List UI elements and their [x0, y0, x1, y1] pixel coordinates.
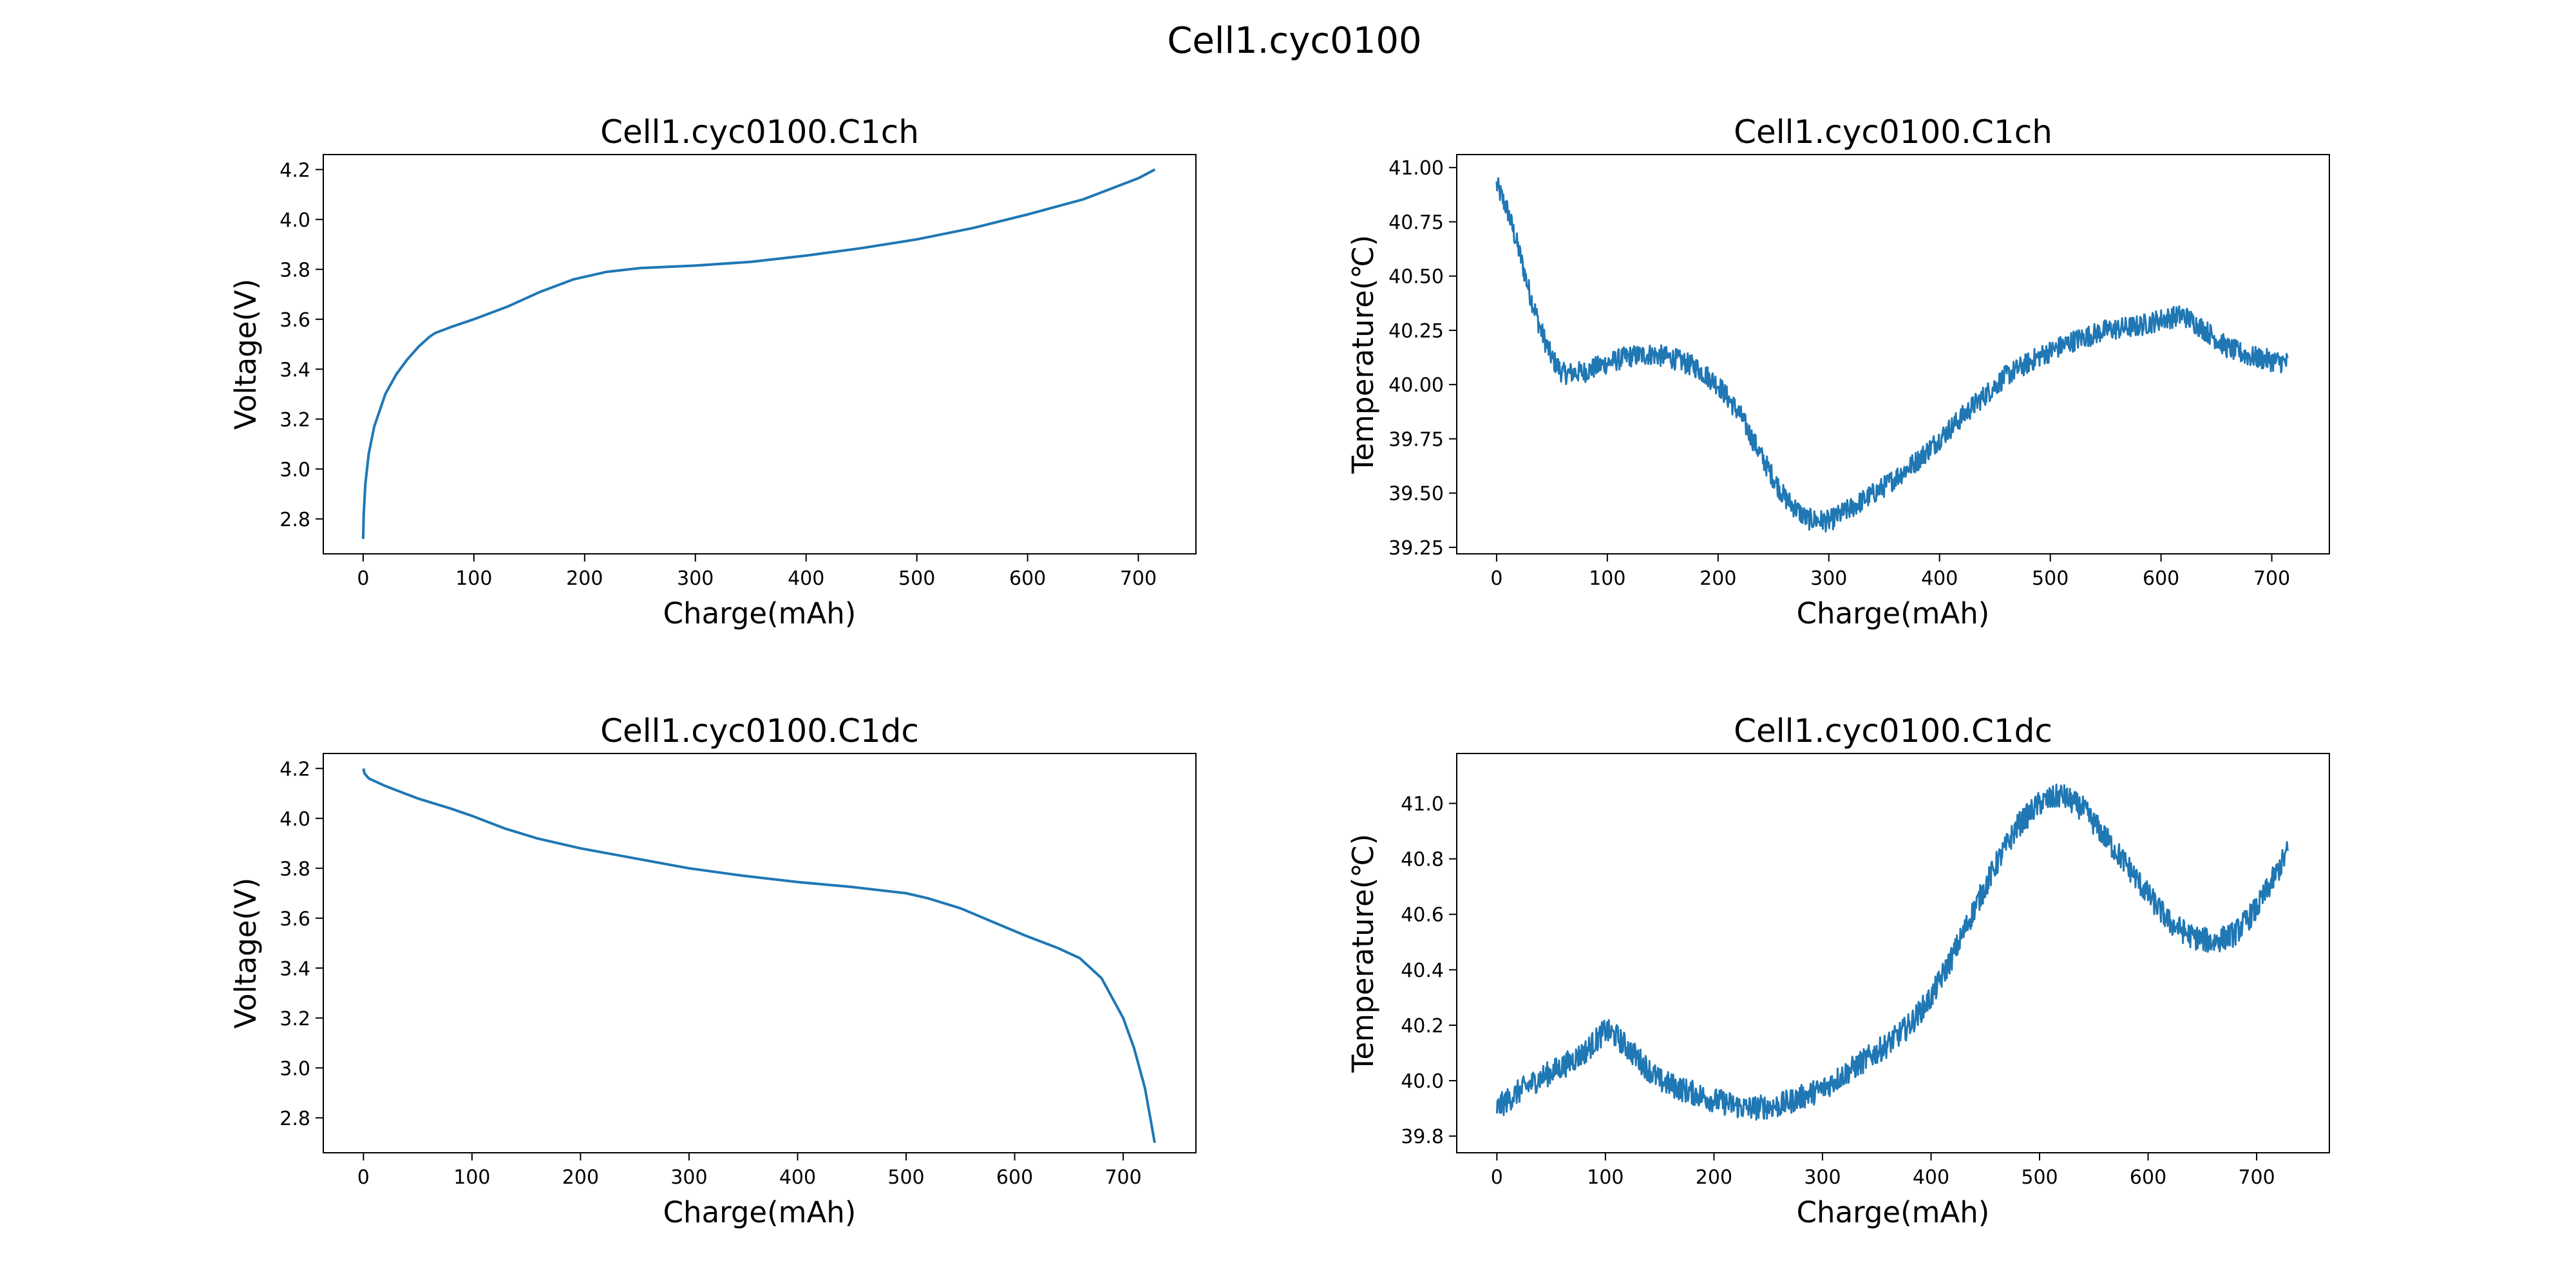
x-tick-label: 400 — [788, 567, 824, 590]
y-tick-label: 40.75 — [1388, 211, 1444, 234]
data-line — [1495, 783, 2289, 1121]
x-tick-label: 500 — [2021, 1166, 2058, 1189]
y-tick-label: 40.4 — [1401, 960, 1444, 982]
y-axis-label: Temperature(℃) — [1346, 834, 1380, 1074]
data-line — [362, 768, 1156, 1143]
x-tick-label: 0 — [1491, 1166, 1503, 1189]
axes-frame — [1456, 154, 2330, 554]
x-tick-label: 600 — [1009, 567, 1046, 590]
x-tick-label: 300 — [1810, 567, 1847, 590]
x-tick-label: 100 — [455, 567, 492, 590]
x-tick-label: 200 — [562, 1166, 599, 1189]
x-tick-label: 600 — [2143, 567, 2179, 590]
x-tick-label: 700 — [1120, 567, 1157, 590]
y-tick-label: 39.50 — [1388, 483, 1444, 506]
y-tick-label: 3.4 — [279, 958, 310, 980]
y-tick-label: 4.2 — [279, 159, 310, 182]
y-tick-label: 40.25 — [1388, 320, 1444, 343]
data-line — [361, 168, 1156, 539]
y-tick-label: 4.0 — [279, 209, 310, 232]
y-tick-label: 3.6 — [279, 908, 310, 931]
subplot-grid: Cell1.cyc0100.C1ch 0 100 200 300 400 500 600 700… — [229, 113, 2330, 1229]
x-tick-label: 700 — [2253, 567, 2290, 590]
y-tick-label: 3.4 — [279, 359, 310, 381]
x-tick-label: 100 — [1589, 567, 1625, 590]
y-tick-label: 40.0 — [1401, 1070, 1444, 1093]
y-tick-label: 3.0 — [279, 459, 310, 481]
figure-suptitle: Cell1.cyc0100 — [1167, 20, 1421, 62]
y-tick-label: 3.8 — [279, 259, 310, 281]
x-tick-label: 400 — [779, 1166, 816, 1189]
x-tick-label: 100 — [453, 1166, 490, 1189]
subplot-3: Cell1.cyc0100.C1dc 0 100 200 300 400 500 600 700… — [229, 712, 1197, 1229]
x-tick-label: 200 — [566, 567, 603, 590]
subplot-title: Cell1.cyc0100.C1ch — [1734, 113, 2052, 151]
x-axis-label: Charge(mAh) — [1797, 596, 1990, 630]
x-axis-label: Charge(mAh) — [1797, 1195, 1990, 1229]
y-tick-label: 3.8 — [279, 858, 310, 880]
y-tick-label: 39.75 — [1388, 428, 1444, 451]
x-tick-label: 300 — [1804, 1166, 1841, 1189]
x-tick-label: 500 — [887, 1166, 924, 1189]
y-tick-label: 4.0 — [279, 808, 310, 831]
y-tick-label: 3.6 — [279, 309, 310, 332]
x-tick-label: 700 — [2238, 1166, 2275, 1189]
subplot-4: Cell1.cyc0100.C1dc 0 100 200 300 400 500 600 700… — [1346, 712, 2330, 1229]
x-tick-label: 600 — [996, 1166, 1033, 1189]
x-tick-label: 300 — [670, 1166, 707, 1189]
subplot-title: Cell1.cyc0100.C1ch — [600, 113, 919, 151]
y-axis-label: Temperature(℃) — [1346, 235, 1380, 475]
y-tick-label: 3.2 — [279, 409, 310, 431]
y-axis-label: Voltage(V) — [229, 878, 263, 1029]
axes-frame — [323, 753, 1197, 1153]
x-tick-label: 0 — [1490, 567, 1502, 590]
y-tick-label: 4.2 — [279, 758, 310, 781]
x-tick-label: 600 — [2130, 1166, 2166, 1189]
y-tick-label: 41.00 — [1388, 157, 1444, 180]
x-tick-label: 400 — [1921, 567, 1958, 590]
subplot-1: Cell1.cyc0100.C1ch 0 100 200 300 400 500 600 700… — [229, 113, 1197, 630]
subplot-title: Cell1.cyc0100.C1dc — [600, 712, 919, 750]
y-tick-label: 40.50 — [1388, 266, 1444, 289]
x-tick-label: 700 — [1104, 1166, 1141, 1189]
x-tick-label: 0 — [357, 567, 369, 590]
x-tick-label: 400 — [1913, 1166, 1949, 1189]
y-tick-label: 40.6 — [1401, 904, 1444, 927]
subplot-2: Cell1.cyc0100.C1ch 0 100 200 300 400 500 600 700… — [1346, 113, 2330, 630]
subplot-title: Cell1.cyc0100.C1dc — [1734, 712, 2052, 750]
y-tick-label: 39.25 — [1388, 537, 1444, 560]
x-tick-label: 200 — [1700, 567, 1736, 590]
y-tick-label: 40.00 — [1388, 374, 1444, 397]
x-tick-label: 200 — [1696, 1166, 1732, 1189]
x-tick-label: 500 — [898, 567, 935, 590]
y-tick-label: 2.8 — [279, 509, 310, 531]
y-tick-label: 39.8 — [1401, 1126, 1444, 1148]
y-tick-label: 41.0 — [1401, 793, 1444, 816]
y-tick-label: 3.2 — [279, 1008, 310, 1030]
y-tick-label: 3.0 — [279, 1057, 310, 1080]
x-tick-label: 300 — [677, 567, 714, 590]
y-tick-label: 2.8 — [279, 1108, 310, 1130]
axes-frame — [1456, 753, 2330, 1153]
y-tick-label: 40.2 — [1401, 1015, 1444, 1037]
x-axis-label: Charge(mAh) — [663, 1195, 857, 1229]
y-axis-label: Voltage(V) — [229, 279, 263, 430]
y-tick-label: 40.8 — [1401, 849, 1444, 871]
x-axis-label: Charge(mAh) — [663, 596, 857, 630]
x-tick-label: 100 — [1587, 1166, 1624, 1189]
x-tick-label: 500 — [2032, 567, 2069, 590]
axes-frame — [323, 154, 1197, 554]
x-tick-label: 0 — [357, 1166, 370, 1189]
data-line — [1495, 177, 2289, 533]
